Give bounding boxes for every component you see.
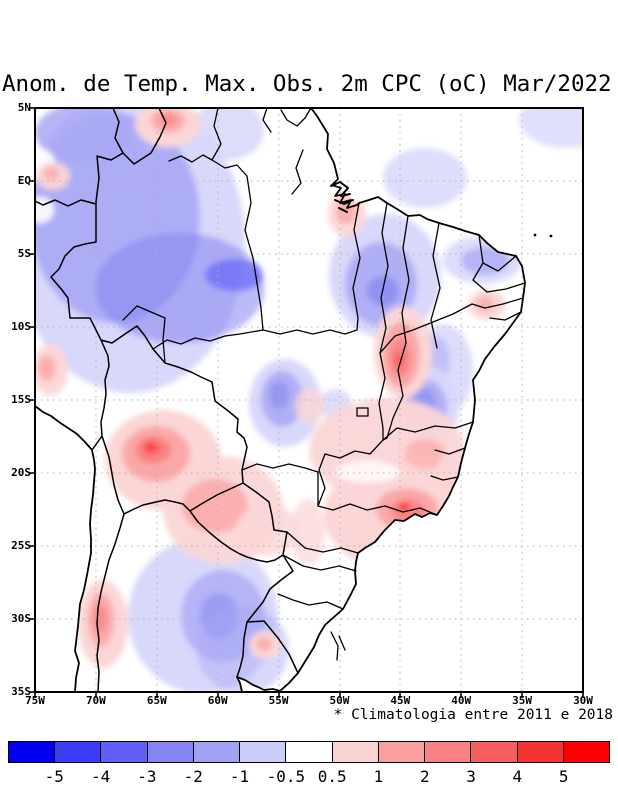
color-scale-tick-label: 3 bbox=[466, 767, 476, 786]
anomaly-field bbox=[35, 108, 583, 692]
color-scale-cell bbox=[563, 742, 610, 762]
color-scale-cell bbox=[193, 742, 241, 762]
lon-tick-label: 45W bbox=[390, 694, 411, 707]
lon-tick-label: 30W bbox=[573, 694, 593, 707]
color-scale-cell bbox=[378, 742, 426, 762]
map-frame bbox=[34, 107, 584, 693]
climatology-footnote: * Climatologia entre 2011 e 2018 bbox=[333, 707, 613, 723]
island-dot bbox=[549, 234, 553, 238]
color-scale-cell bbox=[471, 742, 518, 762]
color-scale-tick-label: -4 bbox=[90, 767, 111, 786]
anomaly-blob bbox=[35, 197, 54, 223]
anomaly-blob bbox=[394, 351, 404, 369]
lon-tick-label: 35W bbox=[512, 694, 533, 707]
anomaly-blob bbox=[336, 461, 400, 483]
anomaly-blob bbox=[269, 381, 289, 409]
anomaly-blob bbox=[235, 504, 299, 556]
anomaly-blob bbox=[476, 296, 494, 312]
color-scale-tick-label: 4 bbox=[512, 767, 523, 786]
color-scale-cell bbox=[286, 742, 333, 762]
anomaly-blob bbox=[260, 148, 320, 318]
anomaly-blob bbox=[205, 259, 265, 291]
state-borders bbox=[122, 108, 526, 661]
color-scale-cell bbox=[425, 742, 472, 762]
amazon-delta bbox=[330, 181, 354, 213]
color-scale-tick-label: 2 bbox=[419, 767, 430, 786]
pacific-ocean bbox=[35, 406, 95, 692]
lat-tick-label: 25S bbox=[11, 539, 31, 552]
anomaly-blob bbox=[398, 503, 410, 511]
anomaly-blob bbox=[192, 108, 264, 160]
lat-tick-label: 35S bbox=[11, 685, 31, 698]
color-scale-tick-label: 0.5 bbox=[317, 767, 347, 786]
coastline bbox=[236, 108, 526, 692]
lat-tick-label: 5S bbox=[17, 247, 31, 260]
anomaly-blob bbox=[295, 388, 325, 424]
lon-tick-label: 40W bbox=[451, 694, 472, 707]
anomaly-blob bbox=[256, 637, 272, 651]
color-scale-tick-label: 5 bbox=[558, 767, 569, 786]
lon-tick-label: 65W bbox=[146, 694, 167, 707]
color-scale-tick-label: -1 bbox=[229, 767, 250, 786]
anomaly-map bbox=[29, 107, 584, 698]
color-scale-cell bbox=[101, 742, 148, 762]
page-title: Anom. de Temp. Max. Obs. 2m CPC (oC) Mar… bbox=[2, 71, 612, 97]
anomaly-blob bbox=[404, 439, 446, 469]
lat-tick-label: 20S bbox=[11, 466, 31, 479]
country-borders bbox=[35, 108, 299, 692]
anomaly-blob bbox=[43, 167, 59, 181]
color-scale-cell bbox=[332, 742, 379, 762]
lon-tick-label: 70W bbox=[85, 694, 106, 707]
lon-tick-label: 75W bbox=[25, 694, 45, 707]
color-scale-cell bbox=[147, 742, 194, 762]
lat-tick-label: 30S bbox=[11, 612, 31, 625]
lat-tick-label: 10S bbox=[11, 320, 31, 333]
anomaly-blob bbox=[35, 108, 135, 163]
lat-tick-label: 5N bbox=[17, 101, 31, 114]
lat-tick-label: 15S bbox=[11, 393, 31, 406]
color-scale-cell bbox=[55, 742, 102, 762]
island-dot bbox=[533, 233, 537, 237]
anomaly-blob bbox=[38, 355, 56, 381]
color-scale-tick-label: -3 bbox=[137, 767, 157, 786]
color-scale-tick-label: -0.5 bbox=[266, 767, 306, 786]
color-scale-cell bbox=[240, 742, 287, 762]
coastline-pacific bbox=[35, 405, 96, 692]
anomaly-blob bbox=[291, 499, 325, 565]
lon-tick-label: 55W bbox=[268, 694, 289, 707]
anomaly-blob bbox=[519, 108, 583, 148]
color-scale-tick-label: -5 bbox=[44, 767, 64, 786]
lat-tick-label: EQ bbox=[17, 174, 31, 187]
lon-tick-label: 50W bbox=[329, 694, 350, 707]
color-scale-cell bbox=[9, 742, 56, 762]
anomaly-blob bbox=[93, 604, 107, 632]
anomaly-blob bbox=[383, 148, 467, 208]
lon-tick-label: 60W bbox=[207, 694, 228, 707]
anomaly-blob bbox=[182, 479, 248, 533]
color-scale-tick-label: -2 bbox=[183, 767, 203, 786]
color-scale-tick-label: 1 bbox=[373, 767, 384, 786]
anomaly-blob bbox=[147, 444, 155, 450]
atlantic-ocean bbox=[237, 108, 583, 692]
color-scale-bar bbox=[8, 741, 610, 763]
distrito-federal-outline bbox=[356, 407, 369, 417]
color-scale-cell bbox=[517, 742, 564, 762]
